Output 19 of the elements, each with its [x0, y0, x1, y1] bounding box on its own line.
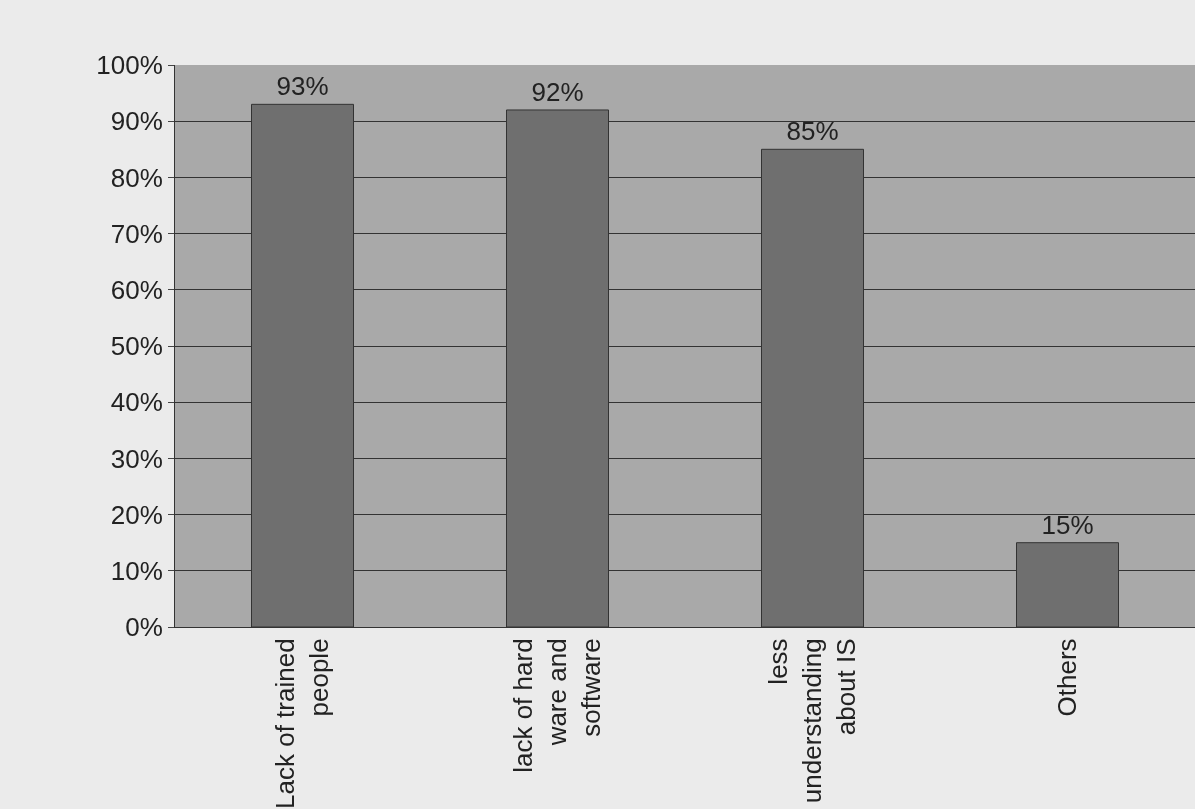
y-tick-label: 100%: [96, 50, 163, 81]
x-tick-label: less understanding about IS: [763, 638, 861, 804]
y-tick-label: 70%: [110, 218, 163, 249]
x-tick-label: lack of hard ware and software: [508, 638, 606, 773]
data-label: 85%: [786, 116, 839, 147]
y-tick-label: 90%: [110, 106, 163, 137]
data-label: 93%: [276, 71, 329, 102]
y-tick-label: 40%: [110, 387, 163, 418]
x-tick-label: Others: [1051, 638, 1082, 717]
y-tick-label: 80%: [110, 162, 163, 193]
y-tick-label: 60%: [110, 274, 163, 305]
y-tick-label: 30%: [110, 443, 163, 474]
y-tick-label: 0%: [125, 612, 163, 643]
y-tick-label: 20%: [110, 499, 163, 530]
y-tick-label: 50%: [110, 331, 163, 362]
data-label: 15%: [1041, 509, 1094, 540]
y-tick-label: 10%: [110, 555, 163, 586]
data-label: 92%: [531, 76, 584, 107]
x-tick-label: Lack of trained people: [270, 638, 334, 809]
